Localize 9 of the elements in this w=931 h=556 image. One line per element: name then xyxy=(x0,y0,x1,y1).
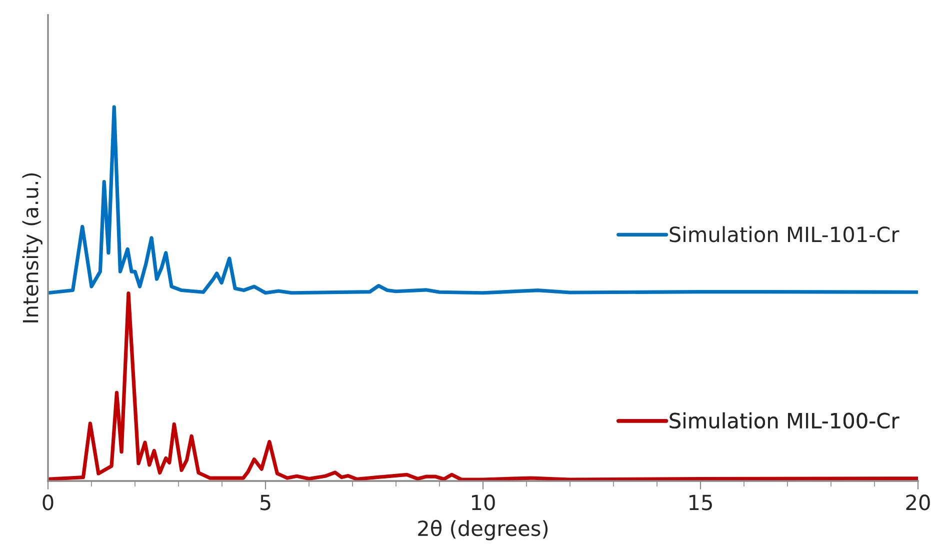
legend-label: Simulation MIL-101-Cr xyxy=(670,226,900,242)
legend-label: Simulation MIL-100-Cr xyxy=(670,412,900,429)
x-tick-label: 20 xyxy=(906,494,930,510)
y-axis-title: Intensity (a.u.) xyxy=(22,173,42,322)
x-tick-label: 5 xyxy=(260,494,270,510)
x-tick-label: 10 xyxy=(472,494,495,510)
x-tick-label: 15 xyxy=(690,494,712,510)
x-axis-title: 2θ (degrees) xyxy=(418,520,548,540)
x-tick-label: 0 xyxy=(42,494,54,510)
